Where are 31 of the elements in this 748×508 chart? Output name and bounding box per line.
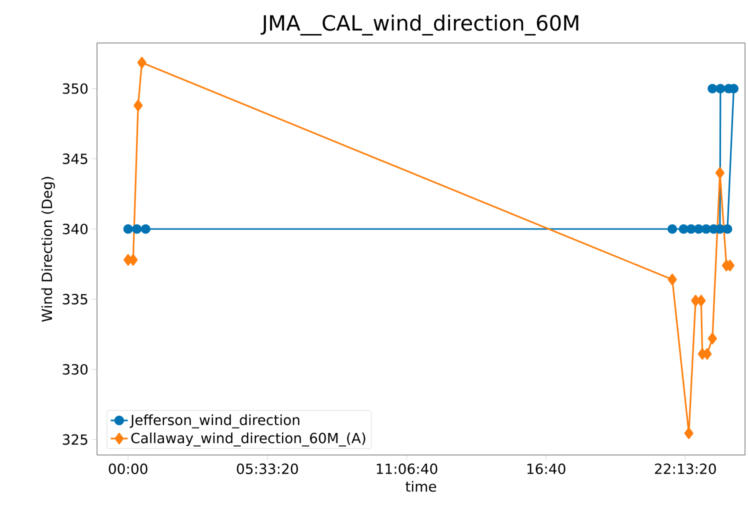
y-tick-label: 330 [62,364,88,375]
x-tick-label: 05:33:20 [236,464,298,474]
y-tick-label: 350 [62,83,88,94]
point [123,224,133,234]
x-tick-label: 00:00 [108,464,148,474]
point [134,100,143,112]
point [137,56,146,68]
x-tick-label: 11:06:40 [376,464,438,474]
legend-label: Jefferson_wind_direction [130,414,300,428]
x-tick-label: 22:13:20 [654,464,716,474]
point [132,224,142,234]
x-tick-label: 16:40 [527,464,566,474]
point [678,224,688,234]
y-tick-label: 340 [62,224,88,234]
point [684,427,694,440]
x-axis-title: time [406,480,436,492]
point [668,274,677,286]
point [140,224,150,234]
point [667,224,678,234]
y-axis-title: Wind Direction (Deg) [41,176,55,322]
y-tick-label: 335 [62,294,88,304]
chart-title: JMA__CAL_wind_direction_60M [260,14,578,36]
point [696,294,706,306]
point [715,167,724,179]
y-tick-label: 345 [62,154,88,164]
y-tick-label: 325 [62,434,88,445]
legend-label: Callaway_wind_direction_60M_(A) [131,432,366,446]
point [708,332,717,344]
point [708,84,718,94]
point [722,224,732,234]
point [715,224,725,234]
